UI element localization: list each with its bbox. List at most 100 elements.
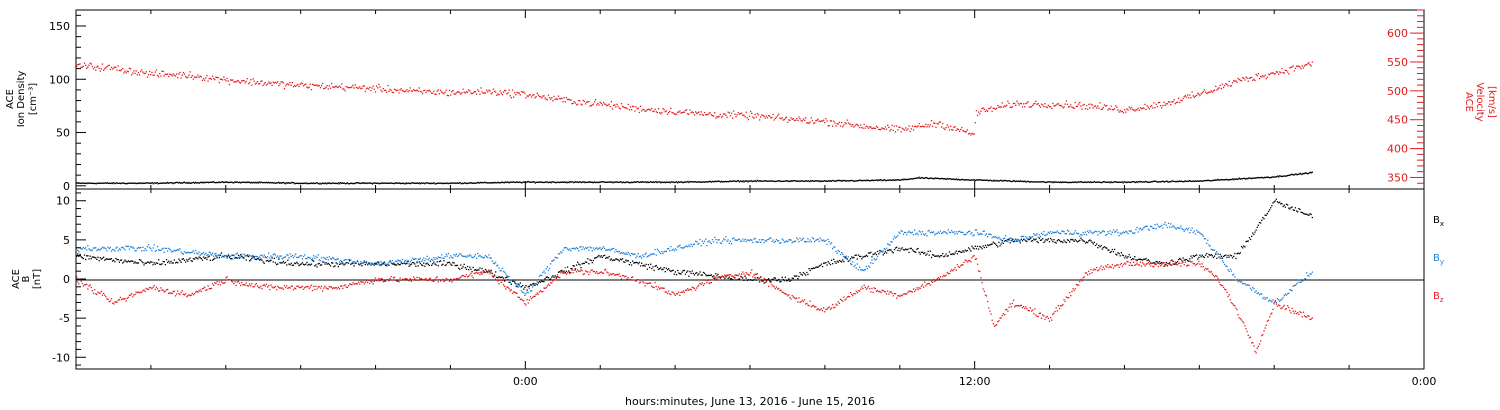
bx-point — [234, 257, 236, 259]
velocity-point — [750, 110, 752, 113]
bz-point — [119, 296, 122, 299]
density-point — [393, 183, 395, 185]
bx-point — [341, 261, 343, 263]
velocity-point — [1198, 93, 1200, 95]
by-point — [338, 261, 341, 263]
density-point — [212, 181, 214, 183]
by-point — [522, 291, 524, 293]
bx-point — [1308, 214, 1310, 216]
by-point — [632, 253, 634, 255]
by-point — [350, 259, 352, 261]
density-point — [181, 182, 184, 184]
density-point — [876, 179, 878, 181]
velocity-point — [592, 103, 594, 105]
velocity-point — [817, 118, 819, 120]
by-point — [1189, 232, 1191, 234]
density-point — [952, 178, 954, 180]
density-point — [200, 181, 202, 183]
density-point — [1113, 181, 1115, 183]
density-point — [86, 182, 88, 185]
density-point — [449, 182, 451, 184]
by-point — [568, 249, 570, 251]
density-point — [161, 182, 163, 184]
by-point — [774, 240, 776, 243]
bx-point — [797, 278, 799, 280]
bx-point — [784, 276, 787, 278]
density-point — [868, 179, 870, 181]
density-point — [274, 182, 276, 184]
bz-point — [97, 291, 99, 293]
density-point — [540, 181, 542, 183]
density-point — [729, 180, 731, 182]
density-point — [553, 181, 555, 183]
bx-point — [514, 281, 516, 283]
bx-point — [890, 249, 892, 251]
bz-point — [331, 286, 333, 288]
velocity-point — [890, 128, 892, 131]
density-point — [182, 181, 184, 184]
by-point — [1275, 301, 1277, 303]
velocity-point — [987, 110, 989, 112]
density-point — [1214, 179, 1216, 181]
by-point — [1085, 234, 1088, 236]
velocity-tick-label: 600 — [1387, 27, 1408, 40]
by-point — [1011, 240, 1013, 242]
by-point — [361, 262, 363, 264]
density-point — [354, 182, 356, 185]
bx-point — [1301, 211, 1303, 214]
bx-point — [316, 266, 318, 268]
density-point — [382, 182, 384, 184]
bx-point — [1091, 241, 1093, 244]
by-point — [120, 247, 123, 249]
velocity-point — [509, 95, 511, 97]
bz-point — [168, 292, 170, 294]
by-point — [952, 231, 954, 233]
velocity-point — [551, 97, 553, 99]
bz-point — [300, 286, 302, 288]
velocity-point — [320, 84, 323, 87]
density-point — [559, 181, 561, 184]
velocity-point — [1103, 104, 1106, 106]
velocity-point — [872, 127, 874, 129]
by-point — [520, 290, 523, 292]
bx-point — [750, 279, 752, 281]
velocity-point — [875, 125, 878, 127]
bx-point — [824, 262, 826, 264]
density-point — [346, 182, 348, 184]
bx-point — [432, 263, 434, 265]
bx-point — [867, 252, 870, 254]
velocity-point — [932, 125, 934, 128]
by-point — [590, 247, 592, 249]
density-point — [528, 181, 530, 183]
velocity-point — [1303, 65, 1306, 67]
bx-point — [408, 265, 410, 267]
density-point — [110, 182, 112, 184]
bx-point — [593, 257, 596, 259]
by-point — [429, 260, 432, 262]
bx-point — [1096, 243, 1098, 245]
velocity-point — [222, 79, 224, 81]
by-point — [217, 254, 219, 256]
velocity-point — [340, 86, 342, 89]
density-point — [598, 181, 600, 184]
density-point — [476, 181, 478, 184]
by-point — [262, 256, 264, 258]
velocity-point — [152, 74, 154, 76]
bx-point — [605, 257, 607, 259]
bx-point — [1111, 248, 1113, 251]
bx-point — [447, 261, 450, 264]
velocity-point — [1236, 81, 1238, 83]
bz-point — [89, 284, 91, 286]
density-point — [1001, 180, 1004, 182]
velocity-point — [1256, 75, 1258, 77]
density-point — [1036, 181, 1038, 183]
density-point — [398, 182, 400, 184]
density-point — [370, 182, 373, 184]
velocity-point — [775, 116, 778, 118]
by-point — [847, 256, 849, 258]
density-point — [828, 180, 830, 182]
density-point — [710, 181, 712, 183]
bz-point — [229, 279, 232, 281]
by-point — [192, 250, 195, 252]
by-point — [616, 250, 618, 252]
